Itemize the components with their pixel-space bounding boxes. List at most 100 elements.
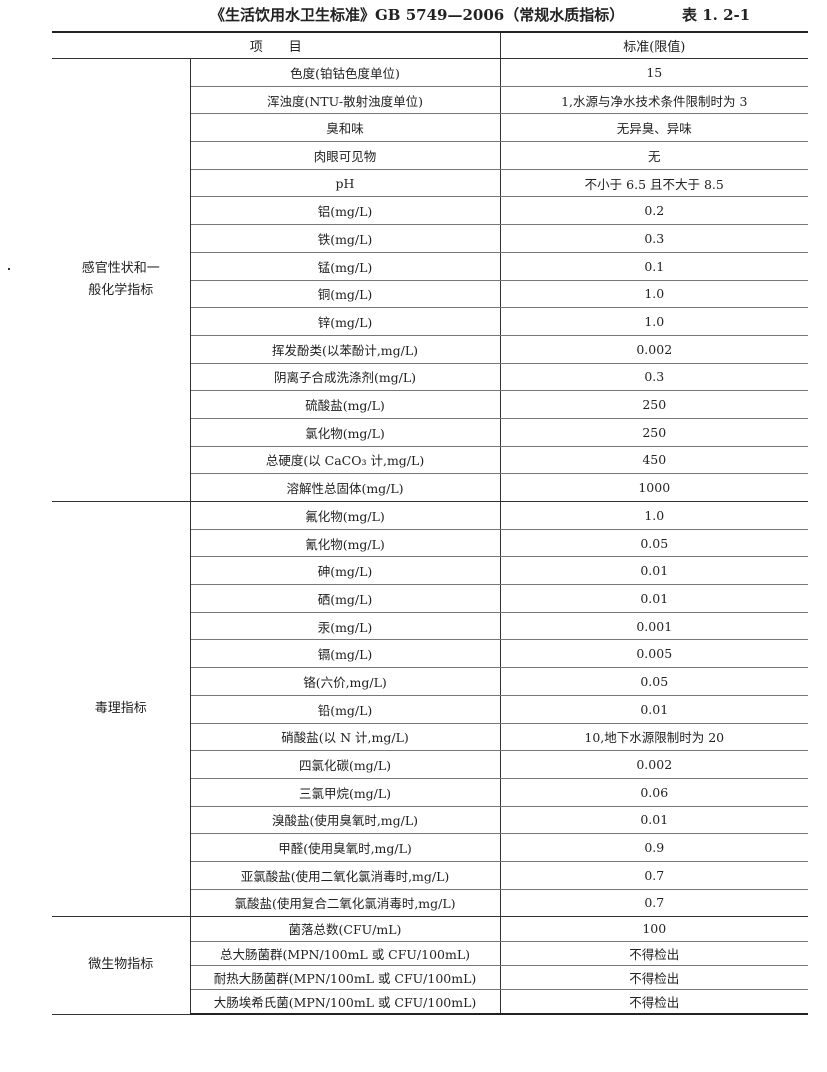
value-cell: 无异臭、异味 (500, 113, 809, 143)
value-cell: 0.01 (500, 806, 809, 835)
table-row: 铁(mg/L) 0.3 (52, 224, 809, 253)
item-cell: 砷(mg/L) (190, 556, 501, 586)
table-row: 耐热大肠菌群(MPN/100mL 或 CFU/100mL) 不得检出 (52, 965, 809, 990)
table-title: 《生活饮用水卫生标准》GB 5749—2006（常规水质指标） (210, 6, 625, 24)
value-cell: 0.7 (500, 889, 809, 918)
table-number: 表 1. 2-1 (682, 6, 751, 24)
item-cell: 阴离子合成洗涤剂(mg/L) (190, 363, 501, 392)
water-quality-table: 项 目 标准(限值) 感官性状和一般化学指标 色度(铂钴色度单位) 15 浑浊度(NT… (52, 31, 809, 1016)
value-cell: 250 (500, 418, 809, 447)
table-row: 毒理指标 氟化物(mg/L) 1.0 (52, 501, 809, 918)
table-row: 硝酸盐(以 N 计,mg/L) 10,地下水源限制时为 20 (52, 723, 809, 752)
table-row: 铬(六价,mg/L) 0.05 (52, 667, 809, 696)
table-row: 铝(mg/L) 0.2 (52, 196, 809, 226)
table-row: 铅(mg/L) 0.01 (52, 695, 809, 724)
value-cell: 1,水源与净水技术条件限制时为 3 (500, 86, 809, 115)
item-cell: 铜(mg/L) (190, 280, 501, 309)
value-cell: 0.002 (500, 335, 809, 364)
value-cell: 0.05 (500, 667, 809, 696)
table-row: 浑浊度(NTU-散射浊度单位) 1,水源与净水技术条件限制时为 3 (52, 86, 809, 115)
header-row: 项 目 标准(限值) (52, 31, 809, 59)
category-cell: 微生物指标 (52, 916, 191, 1015)
item-cell: 大肠埃希氏菌(MPN/100mL 或 CFU/100mL) (190, 989, 501, 1016)
value-cell: 100 (500, 916, 809, 942)
table-row: 锰(mg/L) 0.1 (52, 252, 809, 281)
table-row: 总硬度(以 CaCO₃ 计,mg/L) 450 (52, 446, 809, 475)
table-row: 锌(mg/L) 1.0 (52, 307, 809, 336)
table-row: 氯化物(mg/L) 250 (52, 418, 809, 447)
item-cell: 锌(mg/L) (190, 307, 501, 336)
table-row: 硫酸盐(mg/L) 250 (52, 390, 809, 419)
item-cell: 汞(mg/L) (190, 612, 501, 641)
table-row: pH 不小于 6.5 且不大于 8.5 (52, 169, 809, 198)
item-cell: 耐热大肠菌群(MPN/100mL 或 CFU/100mL) (190, 965, 501, 990)
value-cell: 0.01 (500, 556, 809, 586)
value-cell: 无 (500, 141, 809, 170)
item-cell: 镉(mg/L) (190, 639, 501, 669)
item-cell: 铝(mg/L) (190, 196, 501, 226)
scan-speck (8, 268, 10, 270)
item-cell: 色度(铂钴色度单位) (190, 58, 501, 87)
table-row: 微生物指标 菌落总数(CFU/mL) 100 (52, 916, 809, 1015)
item-cell: 硫酸盐(mg/L) (190, 390, 501, 419)
table-row: 三氯甲烷(mg/L) 0.06 (52, 778, 809, 807)
table-row: 挥发酚类(以苯酚计,mg/L) 0.002 (52, 335, 809, 364)
value-cell: 0.002 (500, 750, 809, 779)
item-cell: 总大肠菌群(MPN/100mL 或 CFU/100mL) (190, 941, 501, 966)
table-row: 氯酸盐(使用复合二氧化氯消毒时,mg/L) 0.7 (52, 889, 809, 918)
table-row: 感官性状和一般化学指标 色度(铂钴色度单位) 15 (52, 58, 809, 502)
table-row: 大肠埃希氏菌(MPN/100mL 或 CFU/100mL) 不得检出 (52, 989, 809, 1016)
value-cell: 250 (500, 390, 809, 419)
header-item: 项 目 (52, 31, 501, 59)
value-cell: 0.9 (500, 833, 809, 862)
table-row: 四氯化碳(mg/L) 0.002 (52, 750, 809, 779)
value-cell: 10,地下水源限制时为 20 (500, 723, 809, 752)
value-cell: 0.01 (500, 695, 809, 724)
item-cell: 甲醛(使用臭氧时,mg/L) (190, 833, 501, 862)
item-cell: 铬(六价,mg/L) (190, 667, 501, 696)
table-row: 阴离子合成洗涤剂(mg/L) 0.3 (52, 363, 809, 392)
item-cell: 氰化物(mg/L) (190, 529, 501, 558)
item-cell: 肉眼可见物 (190, 141, 501, 170)
value-cell: 450 (500, 446, 809, 475)
value-cell: 0.01 (500, 584, 809, 613)
table-row: 氰化物(mg/L) 0.05 (52, 529, 809, 558)
item-cell: 锰(mg/L) (190, 252, 501, 281)
category-cell: 毒理指标 (52, 501, 191, 918)
item-cell: 挥发酚类(以苯酚计,mg/L) (190, 335, 501, 364)
value-cell: 0.7 (500, 861, 809, 890)
value-cell: 0.2 (500, 196, 809, 226)
item-cell: 铁(mg/L) (190, 224, 501, 253)
value-cell: 1.0 (500, 307, 809, 336)
item-cell: 四氯化碳(mg/L) (190, 750, 501, 779)
category-cell: 感官性状和一般化学指标 (52, 58, 191, 502)
item-cell: 总硬度(以 CaCO₃ 计,mg/L) (190, 446, 501, 475)
value-cell: 1000 (500, 473, 809, 502)
value-cell: 不得检出 (500, 941, 809, 966)
table-row: 甲醛(使用臭氧时,mg/L) 0.9 (52, 833, 809, 862)
value-cell: 15 (500, 58, 809, 87)
item-cell: 溶解性总固体(mg/L) (190, 473, 501, 502)
header-standard: 标准(限值) (500, 31, 809, 59)
value-cell: 不得检出 (500, 989, 809, 1016)
value-cell: 1.0 (500, 280, 809, 309)
value-cell: 0.3 (500, 363, 809, 392)
value-cell: 1.0 (500, 501, 809, 530)
table-row: 铜(mg/L) 1.0 (52, 280, 809, 309)
value-cell: 0.3 (500, 224, 809, 253)
item-cell: 硝酸盐(以 N 计,mg/L) (190, 723, 501, 752)
table-row: 溶解性总固体(mg/L) 1000 (52, 473, 809, 502)
table-row: 总大肠菌群(MPN/100mL 或 CFU/100mL) 不得检出 (52, 941, 809, 966)
item-cell: 铅(mg/L) (190, 695, 501, 724)
item-cell: 氯酸盐(使用复合二氧化氯消毒时,mg/L) (190, 889, 501, 918)
table-row: 臭和味 无异臭、异味 (52, 113, 809, 143)
value-cell: 0.05 (500, 529, 809, 558)
value-cell: 不得检出 (500, 965, 809, 990)
table-row: 汞(mg/L) 0.001 (52, 612, 809, 641)
item-cell: 氯化物(mg/L) (190, 418, 501, 447)
value-cell: 不小于 6.5 且不大于 8.5 (500, 169, 809, 198)
value-cell: 0.06 (500, 778, 809, 807)
value-cell: 0.001 (500, 612, 809, 641)
item-cell: 氟化物(mg/L) (190, 501, 501, 530)
table-row: 硒(mg/L) 0.01 (52, 584, 809, 613)
